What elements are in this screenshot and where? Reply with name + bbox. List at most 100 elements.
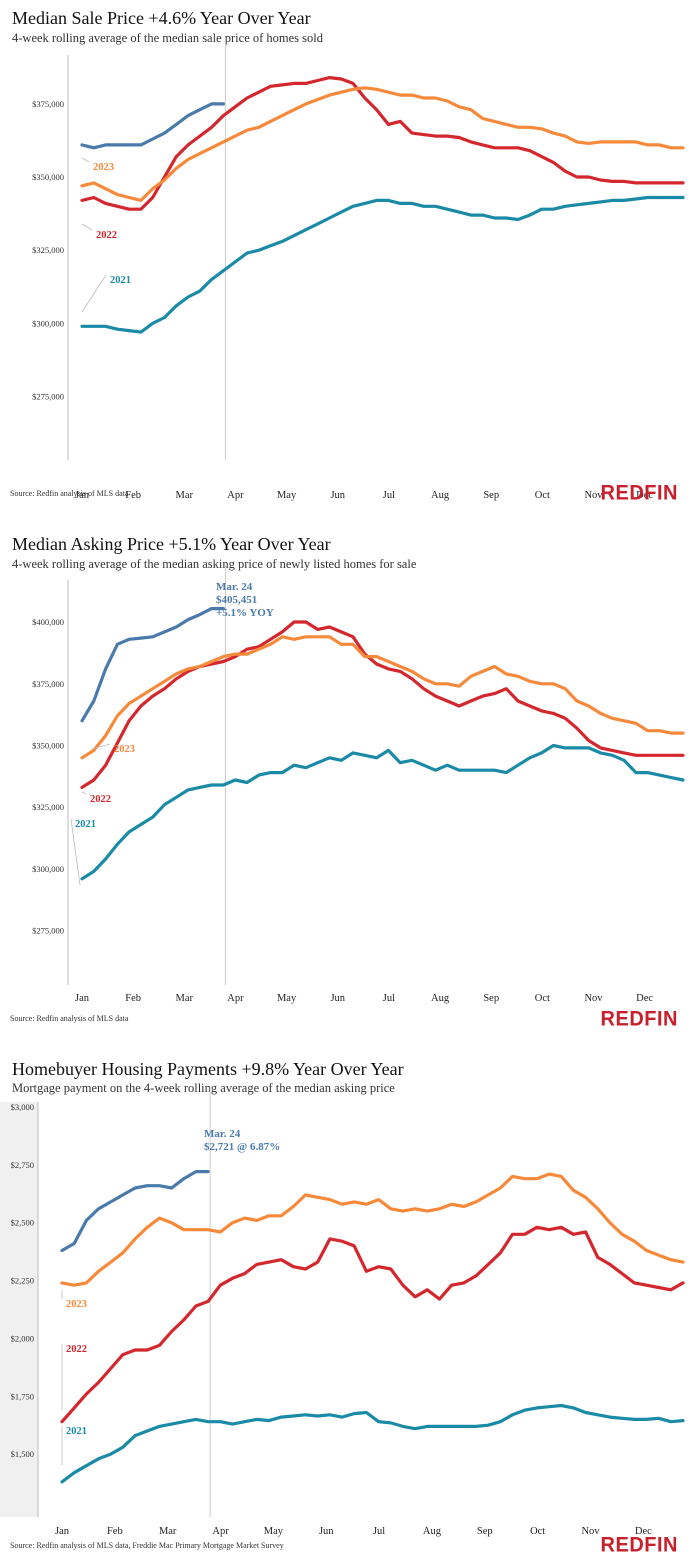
- label-leader-2023: [81, 157, 90, 163]
- chart-source: Source: Redfin analysis of MLS data: [10, 1014, 129, 1023]
- x-tick-label-aug: Aug: [431, 490, 450, 501]
- x-tick-label-feb: Feb: [125, 993, 141, 1004]
- y-tick-label: $2,250: [11, 1276, 34, 1286]
- series-line-2023: [60, 1172, 685, 1287]
- y-tick-label: $375,000: [32, 679, 64, 689]
- x-tick-label-jan: Jan: [75, 993, 90, 1004]
- y-tick-label: $350,000: [32, 740, 64, 750]
- current-value-annotation-line: Mar. 24: [216, 581, 253, 593]
- redfin-logo: REDFIN: [600, 1533, 678, 1557]
- y-tick-label: $3,000: [11, 1102, 34, 1112]
- y-tick-label: $2,000: [11, 1333, 34, 1343]
- y-axis-background: [0, 1102, 38, 1517]
- series-line-2024: [80, 102, 225, 150]
- x-tick-label-jun: Jun: [319, 1526, 334, 1537]
- series-line-2021: [80, 743, 685, 881]
- chart-subtitle: Mortgage payment on the 4-week rolling a…: [12, 1081, 395, 1095]
- x-tick-label-aug: Aug: [423, 1526, 442, 1537]
- x-tick-label-sep: Sep: [483, 993, 499, 1004]
- series-line-2022: [80, 620, 685, 789]
- chart-panel-median-sale-price: Median Sale Price +4.6% Year Over Year 4…: [0, 0, 700, 515]
- series-line-2022: [60, 1225, 685, 1424]
- line-chart-median-asking-price: $275,000 $300,000 $325,000 $350,000 $375,000…: [32, 565, 685, 1004]
- x-tick-label-sep: Sep: [477, 1526, 493, 1537]
- redfin-logo: REDFIN: [600, 1007, 678, 1031]
- x-tick-label-jan: Jan: [75, 490, 90, 501]
- label-leader-2022: [81, 791, 87, 795]
- x-tick-label-jul: Jul: [373, 1526, 385, 1537]
- y-tick-label: $1,500: [11, 1449, 34, 1459]
- x-tick-label-may: May: [277, 993, 297, 1004]
- series-label-2023: 2023: [114, 744, 135, 755]
- x-tick-label-mar: Mar: [159, 1526, 177, 1537]
- series-label-2022: 2022: [96, 230, 117, 241]
- y-tick-label: $275,000: [32, 926, 64, 936]
- x-tick-label-apr: Apr: [227, 993, 244, 1004]
- x-tick-label-apr: Apr: [212, 1526, 229, 1537]
- series-label-2021: 2021: [110, 275, 131, 286]
- chart-title: Homebuyer Housing Payments +9.8% Year Ov…: [12, 1059, 404, 1079]
- series-line-2023: [80, 86, 685, 202]
- current-value-annotation-line: +5.1% YOY: [216, 607, 274, 619]
- series-label-2021: 2021: [66, 1426, 87, 1437]
- x-tick-label-dec: Dec: [636, 993, 653, 1004]
- y-tick-label: $300,000: [32, 864, 64, 874]
- y-tick-label: $325,000: [32, 245, 64, 255]
- chart-panel-homebuyer-housing-payments: Homebuyer Housing Payments +9.8% Year Ov…: [0, 1050, 700, 1567]
- series-label-2021: 2021: [75, 819, 96, 830]
- x-tick-label-oct: Oct: [535, 490, 550, 501]
- x-tick-label-jun: Jun: [330, 993, 345, 1004]
- chart-subtitle: 4-week rolling average of the median ask…: [12, 557, 417, 571]
- series-line-2022: [80, 75, 685, 211]
- label-leader-2022: [81, 223, 93, 231]
- line-chart-homebuyer-housing-payments: $1,500 $1,750 $2,000 $2,250 $2,500 $2,750 $3,0…: [0, 1087, 685, 1537]
- chart-source: Source: Redfin analysis of MLS data: [10, 489, 129, 498]
- y-tick-label: $2,500: [11, 1218, 34, 1228]
- series-line-2024: [80, 606, 225, 723]
- x-tick-label-mar: Mar: [176, 993, 194, 1004]
- x-tick-label-may: May: [264, 1526, 284, 1537]
- line-chart-median-sale-price: $275,000 $300,000 $325,000 $350,000 $375,000…: [32, 40, 685, 501]
- x-tick-label-may: May: [277, 490, 297, 501]
- chart-title: Median Asking Price +5.1% Year Over Year: [12, 534, 331, 554]
- x-tick-label-apr: Apr: [227, 490, 244, 501]
- x-tick-label-jul: Jul: [383, 993, 395, 1004]
- series-line-2024: [60, 1169, 210, 1253]
- x-tick-label-nov: Nov: [581, 1526, 600, 1537]
- x-tick-label-sep: Sep: [483, 490, 499, 501]
- chart-title: Median Sale Price +4.6% Year Over Year: [12, 8, 311, 28]
- x-tick-label-dec: Dec: [636, 490, 653, 501]
- y-tick-label: $375,000: [32, 99, 64, 109]
- x-tick-label-mar: Mar: [176, 490, 194, 501]
- series-line-2023: [80, 635, 685, 760]
- label-leader-2021: [81, 274, 107, 313]
- y-tick-label: $350,000: [32, 172, 64, 182]
- series-line-2021: [80, 195, 685, 334]
- series-label-2022: 2022: [90, 794, 111, 805]
- x-tick-label-jan: Jan: [55, 1526, 70, 1537]
- y-tick-label: $2,750: [11, 1160, 34, 1170]
- x-tick-label-nov: Nov: [584, 993, 603, 1004]
- y-tick-label: $325,000: [32, 802, 64, 812]
- chart-panel-median-asking-price: Median Asking Price +5.1% Year Over Year…: [0, 530, 700, 1040]
- series-line-2021: [60, 1403, 685, 1484]
- current-value-annotation-line: Mar. 24: [204, 1128, 241, 1140]
- current-value-annotation-line: $405,451: [216, 594, 257, 606]
- y-tick-label: $1,750: [11, 1391, 34, 1401]
- x-tick-label-jul: Jul: [383, 490, 395, 501]
- label-leader-2023: [91, 743, 111, 750]
- series-label-2023: 2023: [66, 1299, 87, 1310]
- x-tick-label-oct: Oct: [535, 993, 550, 1004]
- series-label-2022: 2022: [66, 1344, 87, 1355]
- x-tick-label-jun: Jun: [330, 490, 345, 501]
- y-tick-label: $400,000: [32, 617, 64, 627]
- y-tick-label: $300,000: [32, 318, 64, 328]
- label-leader-2021: [70, 818, 81, 886]
- y-tick-label: $275,000: [32, 391, 64, 401]
- x-tick-label-feb: Feb: [125, 490, 141, 501]
- x-tick-label-aug: Aug: [431, 993, 450, 1004]
- current-value-annotation-line: $2,721 @ 6.87%: [204, 1141, 280, 1153]
- x-tick-label-feb: Feb: [107, 1526, 123, 1537]
- series-label-2023: 2023: [93, 162, 114, 173]
- x-tick-label-oct: Oct: [530, 1526, 545, 1537]
